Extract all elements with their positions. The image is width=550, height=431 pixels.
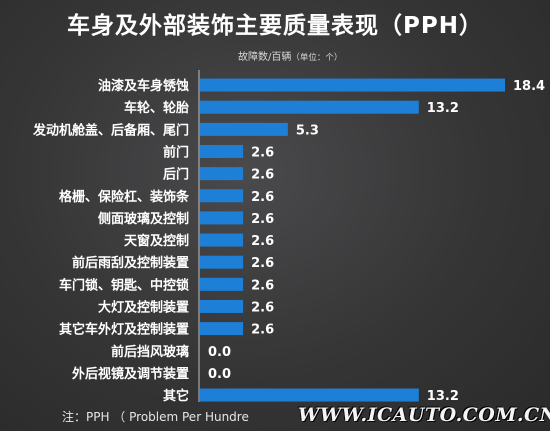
category-label: 天窗及控制 (124, 233, 189, 249)
category-label: 格栅、保险杠、装饰条 (59, 189, 190, 205)
bar (200, 144, 244, 158)
footnote: 注：PPH （ Problem Per Hundre (62, 410, 249, 424)
data-label: 18.4 (513, 79, 545, 94)
bar (200, 322, 244, 336)
data-label: 2.6 (251, 190, 274, 205)
category-label: 车轮、轮胎 (124, 100, 189, 116)
category-label: 其它 (163, 388, 189, 404)
subtitle-unit: （单位：个） (291, 53, 343, 63)
bar (200, 255, 244, 269)
category-label: 车门锁、钥匙、中控锁 (59, 277, 189, 293)
data-label: 2.6 (251, 300, 274, 315)
bar (200, 78, 505, 92)
chart-title: 车身及外部装饰主要质量表现（PPH） (67, 13, 483, 39)
subtitle-main: 故障数/百辆 (238, 52, 292, 63)
data-label: 2.6 (251, 278, 274, 293)
category-label: 其它车外灯及控制装置 (59, 322, 189, 338)
category-label: 侧面玻璃及控制 (98, 211, 189, 227)
data-label: 2.6 (251, 256, 274, 271)
category-label: 发动机舱盖、后备厢、尾门 (32, 122, 189, 138)
category-label: 油漆及车身锈蚀 (98, 78, 189, 94)
chart-subtitle: 故障数/百辆（单位：个） (238, 48, 342, 63)
data-label: 2.6 (251, 323, 274, 338)
bar (200, 100, 419, 114)
data-label: 5.3 (296, 123, 319, 138)
bar (200, 167, 244, 181)
data-label: 2.6 (251, 168, 274, 183)
category-label: 前后雨刮及控制装置 (72, 255, 189, 271)
data-label: 13.2 (427, 389, 459, 404)
bar (200, 277, 244, 291)
data-label: 2.6 (251, 145, 274, 160)
bar (200, 122, 288, 136)
data-label: 0.0 (208, 345, 231, 360)
bar (200, 211, 244, 225)
category-label: 外后视镜及调节装置 (71, 366, 189, 382)
category-label: 后门 (163, 167, 189, 183)
data-label: 13.2 (427, 101, 459, 116)
data-label: 2.6 (251, 234, 274, 249)
bar (200, 233, 244, 247)
bar (200, 388, 419, 402)
bar (200, 189, 244, 203)
category-label: 大灯及控制装置 (98, 299, 189, 315)
category-label: 前后挡风玻璃 (111, 344, 189, 360)
data-label: 0.0 (208, 367, 231, 382)
bar (200, 299, 244, 313)
category-label: 前门 (163, 144, 189, 160)
data-label: 2.6 (251, 212, 274, 227)
watermark: WWW.ICAUTO.COM.CN (298, 404, 550, 426)
